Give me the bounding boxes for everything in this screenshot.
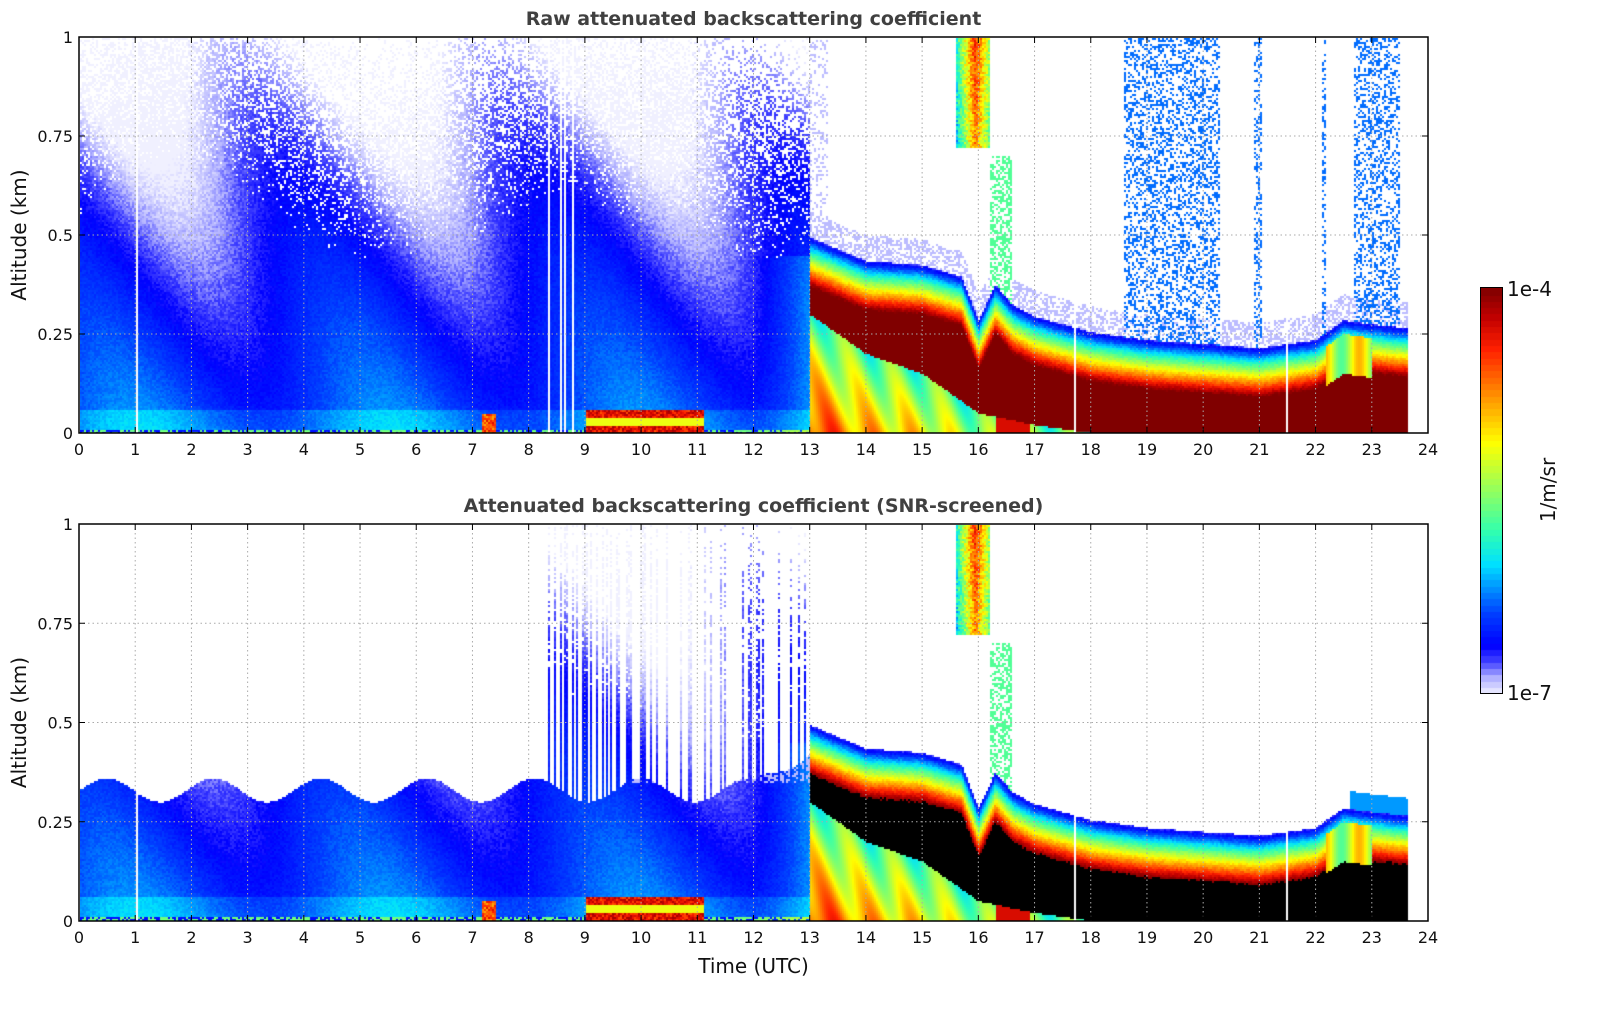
x-tick-label: 24 <box>1418 928 1438 947</box>
x-tick-label: 10 <box>631 440 651 459</box>
x-tick-label: 7 <box>467 440 477 459</box>
y-axis-label: Altitude (km) <box>7 657 31 788</box>
y-tick-label: 1 <box>63 28 73 47</box>
x-tick-label: 23 <box>1362 928 1382 947</box>
x-tick-label: 13 <box>800 928 820 947</box>
x-tick-label: 17 <box>1024 928 1044 947</box>
x-tick-label: 4 <box>299 440 309 459</box>
x-tick-label: 15 <box>912 440 932 459</box>
y-tick-label: 0.5 <box>48 714 73 733</box>
x-tick-label: 21 <box>1249 440 1269 459</box>
x-tick-label: 1 <box>130 440 140 459</box>
x-tick-label: 4 <box>299 928 309 947</box>
y-tick-label: 0.5 <box>48 226 73 245</box>
x-tick-label: 9 <box>580 928 590 947</box>
x-tick-label: 12 <box>743 928 763 947</box>
x-tick-label: 19 <box>1137 928 1157 947</box>
x-tick-label: 16 <box>968 440 988 459</box>
x-tick-label: 11 <box>687 440 707 459</box>
x-tick-label: 9 <box>580 440 590 459</box>
x-tick-label: 18 <box>1081 440 1101 459</box>
x-tick-label: 6 <box>411 928 421 947</box>
plot-frame <box>78 523 1429 922</box>
x-tick-label: 3 <box>243 440 253 459</box>
x-tick-label: 0 <box>74 440 84 459</box>
y-axis-label: Altitude (km) <box>7 169 31 300</box>
y-tick-label: 0.75 <box>37 614 73 633</box>
x-tick-label: 5 <box>355 928 365 947</box>
x-tick-label: 3 <box>243 928 253 947</box>
x-tick-label: 10 <box>631 928 651 947</box>
x-tick-label: 20 <box>1193 440 1213 459</box>
x-tick-label: 2 <box>186 928 196 947</box>
x-tick-label: 8 <box>524 440 534 459</box>
x-tick-label: 0 <box>74 928 84 947</box>
y-tick-label: 0 <box>63 912 73 931</box>
colorbar-max-label: 1e-4 <box>1507 277 1552 301</box>
colorbar-frame <box>1480 287 1503 694</box>
x-tick-label: 11 <box>687 928 707 947</box>
x-tick-label: 22 <box>1305 440 1325 459</box>
x-tick-label: 20 <box>1193 928 1213 947</box>
x-tick-label: 12 <box>743 440 763 459</box>
x-tick-label: 1 <box>130 928 140 947</box>
x-tick-label: 2 <box>186 440 196 459</box>
x-tick-label: 22 <box>1305 928 1325 947</box>
x-tick-label: 21 <box>1249 928 1269 947</box>
x-tick-label: 7 <box>467 928 477 947</box>
top-chart-axes: 0 1 2 3 4 5 6 7 8 9 10 11 12 13 14 15 16 17 18 19 20 21 22 23 24… <box>7 28 1438 459</box>
y-tick-label: 0 <box>63 424 73 443</box>
x-tick-label: 17 <box>1024 440 1044 459</box>
x-tick-label: 13 <box>800 440 820 459</box>
x-tick-label: 15 <box>912 928 932 947</box>
x-tick-label: 5 <box>355 440 365 459</box>
x-tick-label: 23 <box>1362 440 1382 459</box>
x-tick-label: 14 <box>856 928 876 947</box>
x-axis-label: Time (UTC) <box>697 954 809 978</box>
colorbar-units-label: 1/m/sr <box>1536 457 1560 522</box>
x-tick-label: 18 <box>1081 928 1101 947</box>
y-tick-label: 0.25 <box>37 325 73 344</box>
plot-frame <box>78 36 1429 434</box>
x-tick-label: 19 <box>1137 440 1157 459</box>
x-tick-label: 8 <box>524 928 534 947</box>
bottom-chart-title: Attenuated backscattering coefficient (S… <box>463 495 1044 517</box>
x-tick-label: 24 <box>1418 440 1438 459</box>
x-tick-label: 16 <box>968 928 988 947</box>
bottom-chart-axes: 0 1 2 3 4 5 6 7 8 9 10 11 12 13 14 15 16 17 18 19 20 21 22 23 24… <box>7 515 1438 978</box>
y-tick-label: 1 <box>63 515 73 534</box>
y-tick-label: 0.25 <box>37 813 73 832</box>
x-tick-label: 14 <box>856 440 876 459</box>
colorbar <box>1481 288 1502 693</box>
x-tick-label: 6 <box>411 440 421 459</box>
top-chart-title: Raw attenuated backscattering coefficien… <box>525 8 982 30</box>
colorbar-min-label: 1e-7 <box>1507 681 1552 705</box>
y-tick-label: 0.75 <box>37 127 73 146</box>
